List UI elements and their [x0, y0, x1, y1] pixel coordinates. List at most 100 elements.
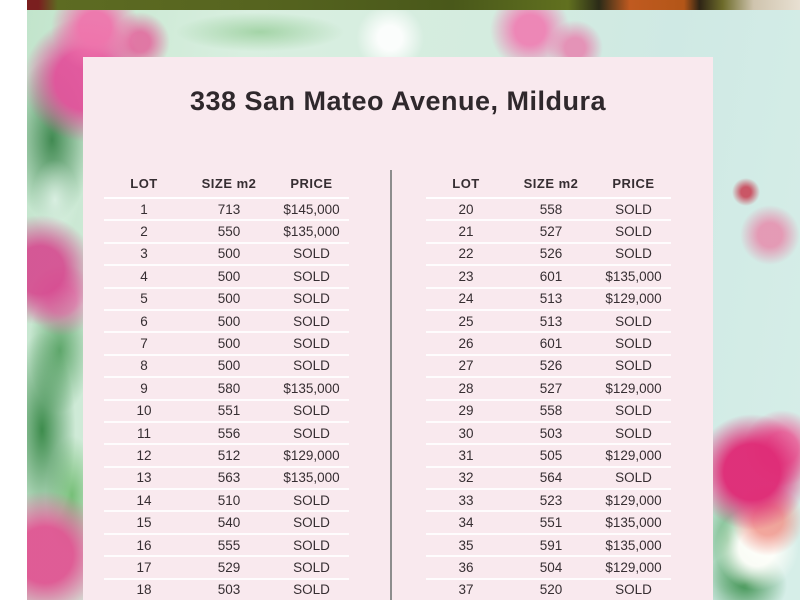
lot-cell: 8: [140, 358, 148, 374]
lot-cell: 37: [458, 582, 474, 598]
price-table-right: LOT SIZE m2 PRICE 20 558 SOLD 21 527 SOLD 22 52…: [426, 170, 671, 600]
size-cell: 503: [217, 582, 241, 598]
price-cell: $129,000: [605, 492, 662, 508]
size-cell: 713: [217, 201, 241, 217]
size-cell: 550: [217, 224, 241, 240]
size-cell: 500: [217, 268, 241, 284]
table-body-right: 20 558 SOLD 21 527 SOLD 22 526 SOLD 23 601 $135,000…: [426, 199, 671, 600]
lot-cell: 17: [136, 559, 152, 575]
size-cell: 558: [539, 403, 563, 419]
table-row: 9 580 $135,000: [104, 378, 349, 401]
table-header-row: LOT SIZE m2 PRICE: [426, 170, 671, 199]
table-row: 30 503 SOLD: [426, 423, 671, 446]
top-photo-strip: [27, 0, 800, 10]
lot-cell: 31: [458, 447, 474, 463]
lot-cell: 35: [458, 537, 474, 553]
price-cell: SOLD: [615, 403, 652, 419]
table-row: 12 512 $129,000: [104, 445, 349, 468]
size-cell: 591: [539, 537, 563, 553]
size-cell: 500: [217, 291, 241, 307]
size-cell: 564: [539, 470, 563, 486]
lot-cell: 18: [136, 582, 152, 598]
price-cell: $135,000: [605, 537, 662, 553]
lot-cell: 24: [458, 291, 474, 307]
price-cell: $135,000: [605, 515, 662, 531]
lot-cell: 5: [140, 291, 148, 307]
size-cell: 504: [539, 559, 563, 575]
price-cell: SOLD: [293, 425, 330, 441]
price-cell: SOLD: [615, 201, 652, 217]
price-cell: $129,000: [605, 380, 662, 396]
lot-cell: 15: [136, 515, 152, 531]
lot-cell: 1: [140, 201, 148, 217]
table-row: 36 504 $129,000: [426, 557, 671, 580]
lot-cell: 9: [140, 380, 148, 396]
lot-cell: 2: [140, 224, 148, 240]
lot-cell: 33: [458, 492, 474, 508]
table-divider-line: [390, 170, 392, 600]
price-cell: SOLD: [293, 336, 330, 352]
price-cell: SOLD: [615, 313, 652, 329]
price-cell: SOLD: [293, 515, 330, 531]
size-cell: 520: [539, 582, 563, 598]
table-row: 24 513 $129,000: [426, 289, 671, 311]
size-cell: 540: [217, 515, 241, 531]
table-row: 37 520 SOLD: [426, 580, 671, 600]
table-row: 35 591 $135,000: [426, 535, 671, 558]
table-header-row: LOT SIZE m2 PRICE: [104, 170, 349, 199]
table-row: 16 555 SOLD: [104, 535, 349, 558]
table-row: 32 564 SOLD: [426, 468, 671, 491]
column-header-price: PRICE: [612, 176, 655, 191]
table-row: 8 500 SOLD: [104, 356, 349, 379]
table-row: 29 558 SOLD: [426, 401, 671, 423]
column-header-price: PRICE: [290, 176, 333, 191]
lot-cell: 11: [136, 425, 151, 441]
price-cell: SOLD: [615, 336, 652, 352]
size-cell: 556: [217, 425, 241, 441]
price-cell: $135,000: [283, 380, 340, 396]
table-row: 28 527 $129,000: [426, 378, 671, 401]
table-row: 1 713 $145,000: [104, 199, 349, 222]
table-row: 17 529 SOLD: [104, 557, 349, 580]
lot-cell: 26: [458, 336, 474, 352]
price-cell: SOLD: [615, 224, 652, 240]
lot-cell: 10: [136, 403, 152, 419]
lot-cell: 29: [458, 403, 474, 419]
table-row: 4 500 SOLD: [104, 266, 349, 289]
page-title: 338 San Mateo Avenue, Mildura: [189, 86, 607, 116]
table-row: 18 503 SOLD: [104, 580, 349, 600]
lot-cell: 27: [458, 358, 474, 374]
table-row: 2 550 $135,000: [104, 221, 349, 244]
table-row: 31 505 $129,000: [426, 445, 671, 468]
column-header-size: SIZE m2: [523, 176, 579, 191]
column-header-lot: LOT: [452, 176, 480, 191]
price-cell: SOLD: [293, 582, 330, 598]
table-row: 11 556 SOLD: [104, 423, 349, 446]
column-header-size: SIZE m2: [201, 176, 257, 191]
table-row: 33 523 $129,000: [426, 490, 671, 513]
lot-cell: 36: [458, 559, 474, 575]
table-row: 3 500 SOLD: [104, 244, 349, 267]
lot-cell: 13: [136, 470, 152, 486]
table-row: 13 563 $135,000: [104, 468, 349, 491]
lot-cell: 32: [458, 470, 474, 486]
price-cell: $135,000: [283, 224, 340, 240]
table-row: 25 513 SOLD: [426, 311, 671, 334]
size-cell: 580: [217, 380, 241, 396]
lot-cell: 14: [136, 492, 152, 508]
price-cell: SOLD: [293, 559, 330, 575]
size-cell: 555: [217, 537, 241, 553]
lot-cell: 20: [458, 201, 474, 217]
price-cell: SOLD: [615, 582, 652, 598]
price-cell: SOLD: [615, 358, 652, 374]
price-cell: $129,000: [605, 447, 662, 463]
lot-cell: 12: [136, 447, 152, 463]
price-cell: $135,000: [605, 268, 662, 284]
lot-cell: 4: [140, 268, 148, 284]
size-cell: 601: [539, 336, 563, 352]
size-cell: 526: [539, 358, 563, 374]
price-cell: SOLD: [293, 246, 330, 262]
table-row: 6 500 SOLD: [104, 311, 349, 334]
size-cell: 510: [217, 492, 241, 508]
